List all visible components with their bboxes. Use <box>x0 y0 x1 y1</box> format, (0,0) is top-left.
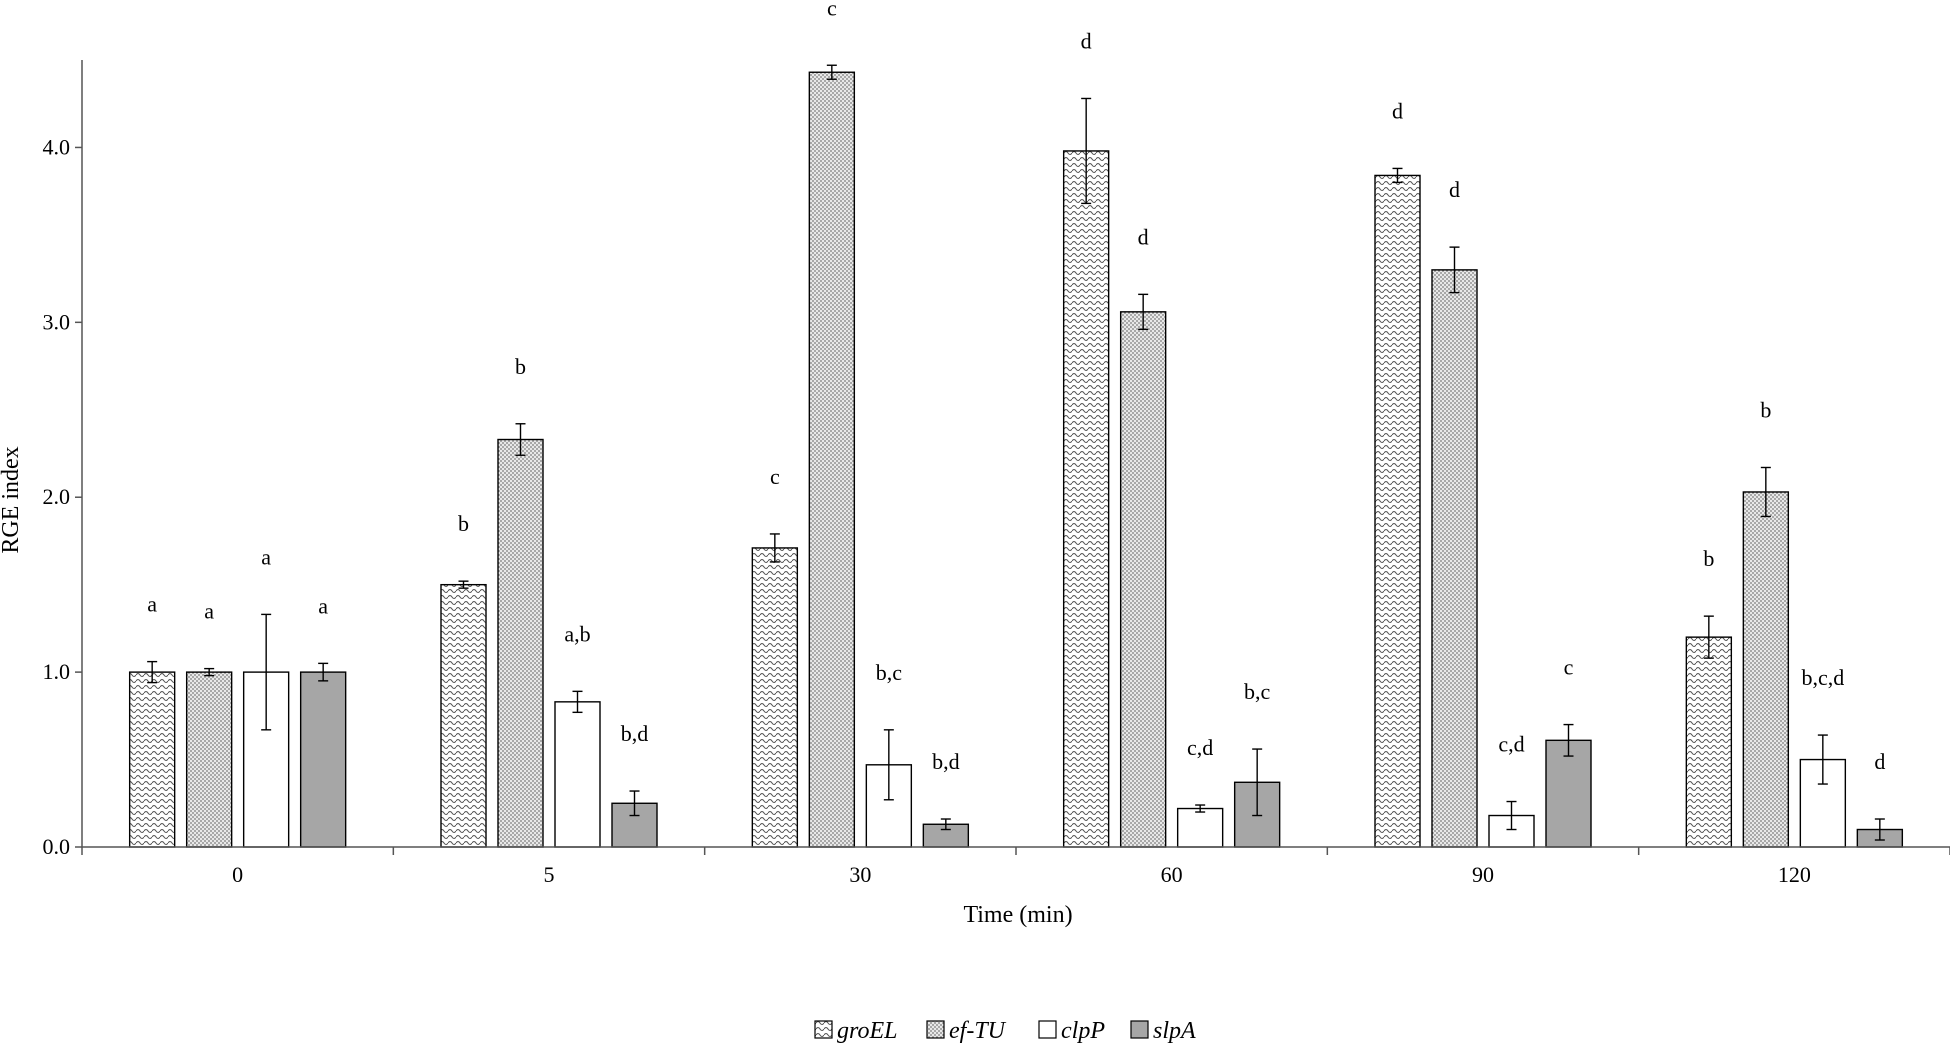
error-bar-ef-TU-0 <box>204 667 215 677</box>
y-tick-label: 2.0 <box>43 484 71 509</box>
error-bar-groEL-90 <box>1392 167 1403 184</box>
error-bar-clpP-5 <box>572 690 583 714</box>
bar-slpA-90 <box>1545 739 1592 848</box>
legend-label: ef-TU <box>949 1018 1007 1044</box>
sig-label-clpP-5: a,b <box>564 621 590 646</box>
bar-clpP-5 <box>554 701 601 848</box>
bar-groEL-0 <box>128 671 176 848</box>
sig-label-groEL-0: a <box>147 592 157 617</box>
legend-item-groEL: groEL <box>814 1018 897 1044</box>
error-bar-clpP-0 <box>261 613 272 731</box>
bar-slpA-0 <box>299 671 347 848</box>
sig-label-ef-TU-0: a <box>204 599 214 624</box>
error-bar-clpP-30 <box>883 729 894 801</box>
sig-label-slpA-90: c <box>1564 655 1574 680</box>
error-bar-ef-TU-5 <box>515 423 526 456</box>
legend-item-clpP: clpP <box>1038 1018 1105 1044</box>
bar-ef-TU-5 <box>497 438 544 848</box>
error-bar-slpA-60 <box>1252 748 1263 817</box>
bar-groEL-120 <box>1685 636 1733 848</box>
legend-swatch <box>926 1020 945 1039</box>
bar-ef-TU-60 <box>1119 311 1167 848</box>
error-bar-clpP-90 <box>1506 800 1517 831</box>
x-tick-label: 5 <box>544 862 555 887</box>
error-bar-ef-TU-120 <box>1760 466 1771 518</box>
bar-ef-TU-120 <box>1742 491 1790 848</box>
bar-groEL-90 <box>1374 174 1421 848</box>
bar-groEL-5 <box>440 583 487 848</box>
x-axis-title: Time (min) <box>963 902 1072 928</box>
sig-label-slpA-30: b,d <box>932 749 960 774</box>
y-tick-label: 1.0 <box>43 659 71 684</box>
bar-groEL-60 <box>1062 150 1110 848</box>
x-tick-label: 90 <box>1472 862 1494 887</box>
y-axis-title: RGE index <box>0 446 24 553</box>
sig-label-groEL-5: b <box>458 511 469 536</box>
sig-label-clpP-60: c,d <box>1187 735 1213 760</box>
sig-label-ef-TU-120: b <box>1760 397 1771 422</box>
sig-label-clpP-90: c,d <box>1498 732 1524 757</box>
error-bar-groEL-120 <box>1703 615 1714 659</box>
y-tick-label: 4.0 <box>43 134 71 159</box>
error-bar-slpA-5 <box>629 790 640 817</box>
legend-item-slpA: slpA <box>1130 1018 1196 1044</box>
sig-label-slpA-5: b,d <box>621 721 649 746</box>
error-bar-slpA-120 <box>1874 818 1885 841</box>
sig-label-groEL-60: d <box>1081 28 1092 53</box>
sig-label-clpP-30: b,c <box>876 660 903 685</box>
sig-label-ef-TU-60: d <box>1138 224 1149 249</box>
sig-label-clpP-120: b,c,d <box>1801 665 1844 690</box>
legend-label: clpP <box>1061 1018 1105 1044</box>
sig-label-ef-TU-30: c <box>827 0 837 20</box>
error-bar-groEL-30 <box>769 533 780 563</box>
sig-label-groEL-90: d <box>1392 98 1403 123</box>
bar-clpP-120 <box>1799 758 1847 848</box>
bar-ef-TU-0 <box>185 671 233 848</box>
legend-swatch <box>814 1020 833 1039</box>
x-tick-label: 60 <box>1161 862 1183 887</box>
bar-clpP-60 <box>1176 807 1224 848</box>
bar-groEL-30 <box>751 547 799 848</box>
sig-label-groEL-30: c <box>770 464 780 489</box>
sig-label-clpP-0: a <box>261 544 271 569</box>
error-bar-slpA-90 <box>1563 723 1574 757</box>
error-bar-clpP-60 <box>1195 804 1206 813</box>
legend-item-ef-TU: ef-TU <box>926 1018 1007 1044</box>
error-bar-slpA-0 <box>318 662 329 682</box>
legend-label: slpA <box>1153 1018 1196 1044</box>
error-bar-ef-TU-30 <box>826 64 837 80</box>
x-tick-label: 120 <box>1778 862 1811 887</box>
sig-label-ef-TU-90: d <box>1449 177 1460 202</box>
legend-label: groEL <box>837 1018 897 1044</box>
y-tick-label: 0.0 <box>43 834 71 859</box>
y-tick-label: 3.0 <box>43 309 71 334</box>
sig-label-slpA-60: b,c <box>1244 679 1271 704</box>
bar-ef-TU-90 <box>1431 269 1478 848</box>
legend-swatch <box>1038 1020 1057 1039</box>
sig-label-ef-TU-5: b <box>515 354 526 379</box>
bar-ef-TU-30 <box>808 71 856 848</box>
error-bar-clpP-120 <box>1817 734 1828 785</box>
error-bar-slpA-30 <box>940 818 951 831</box>
sig-label-slpA-0: a <box>318 593 328 618</box>
error-bar-ef-TU-60 <box>1138 293 1149 331</box>
error-bar-groEL-0 <box>147 660 158 684</box>
error-bar-ef-TU-90 <box>1449 246 1460 294</box>
x-tick-label: 0 <box>232 862 243 887</box>
error-bar-groEL-60 <box>1081 97 1092 205</box>
sig-label-groEL-120: b <box>1703 546 1714 571</box>
x-tick-label: 30 <box>849 862 871 887</box>
legend-swatch <box>1130 1020 1149 1039</box>
error-bar-groEL-5 <box>458 580 469 589</box>
sig-label-slpA-120: d <box>1874 749 1885 774</box>
